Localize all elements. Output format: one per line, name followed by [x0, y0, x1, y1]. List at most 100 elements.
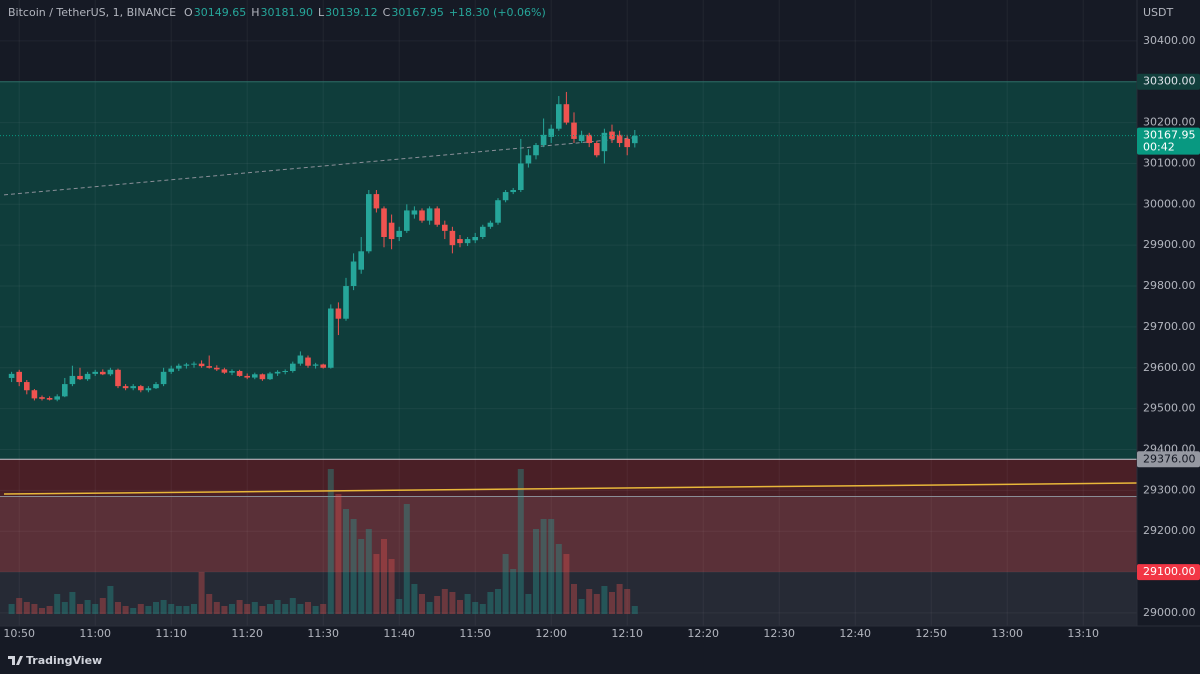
candle-body: [115, 369, 121, 387]
x-tick-label: 10:50: [3, 627, 35, 640]
candle-body: [214, 367, 220, 370]
volume-bar: [160, 600, 167, 614]
candle-body: [77, 375, 83, 380]
volume-bar: [206, 594, 213, 614]
x-tick-label: 11:50: [459, 627, 491, 640]
candle-body: [586, 134, 592, 144]
candle-body: [411, 210, 418, 215]
candle-body: [39, 397, 45, 399]
volume-bar: [601, 586, 608, 614]
change: +18.30 (+0.06%): [449, 6, 546, 19]
x-tick-label: 11:40: [383, 627, 415, 640]
candle-body: [183, 364, 190, 366]
y-tick-label: 29500.00: [1143, 402, 1196, 415]
volume-bar: [236, 600, 243, 614]
volume-bar: [39, 608, 45, 614]
volume-bar: [419, 594, 425, 614]
candle-body: [54, 396, 60, 400]
ohlc-value: 30139.12: [325, 6, 378, 19]
candle-body: [350, 261, 357, 287]
candle-body: [472, 236, 478, 241]
volume-bar: [510, 569, 517, 614]
volume-bar: [137, 604, 144, 614]
candle-body: [388, 222, 395, 240]
volume-bar: [312, 606, 319, 614]
candle-body: [84, 373, 91, 380]
trend-line: [3, 482, 1137, 495]
candle-body: [191, 363, 197, 365]
volume-bar: [16, 598, 23, 614]
volume-bar: [23, 602, 30, 614]
volume-bar: [251, 602, 258, 614]
volume-bar: [441, 589, 448, 614]
volume-bar: [69, 592, 76, 614]
candle-body: [107, 369, 114, 375]
price-tag: [1137, 564, 1200, 581]
candle-body: [62, 384, 68, 397]
price-tag: [1137, 73, 1200, 90]
volume-bar: [495, 589, 501, 614]
candle-body: [396, 230, 402, 237]
x-tick-label: 12:50: [915, 627, 947, 640]
volume-bar: [46, 606, 53, 614]
volume-bar: [631, 606, 638, 614]
price-tag: [1137, 127, 1200, 155]
candle-body: [480, 226, 486, 237]
volume-bar: [624, 589, 631, 614]
volume-bar: [145, 606, 152, 614]
candle-body: [540, 134, 547, 146]
candle-body: [563, 104, 570, 123]
price-tag-label: 29100.00: [1143, 565, 1196, 578]
volume-bar: [244, 604, 251, 614]
y-tick-label: 29700.00: [1143, 320, 1196, 333]
candle-body: [259, 374, 266, 380]
volume-bar: [259, 606, 266, 614]
volume-bar: [525, 594, 532, 614]
volume-bar: [472, 602, 479, 614]
volume-bar: [388, 559, 395, 614]
ohlc-letter: C: [383, 6, 391, 19]
volume-bar: [107, 586, 114, 614]
volume-bar: [411, 584, 418, 614]
zone: [0, 496, 1137, 573]
y-tick-label: 30400.00: [1143, 34, 1196, 47]
ohlc-value: 30167.95: [391, 6, 444, 19]
candle-body: [69, 375, 76, 385]
zone: [0, 459, 1137, 497]
y-tick-label: 30200.00: [1143, 116, 1196, 129]
volume-bar: [77, 604, 83, 614]
candle-body: [343, 286, 349, 319]
candle-body: [138, 386, 144, 391]
ohlc-value: 30149.65: [194, 6, 247, 19]
volume-bar: [487, 592, 494, 614]
volume-bar: [130, 608, 137, 614]
candle-body: [130, 386, 136, 389]
volume-bar: [115, 602, 121, 614]
volume-bar: [122, 606, 129, 614]
price-tag-label: 30300.00: [1143, 75, 1196, 88]
candle-body: [267, 373, 273, 380]
price-tag-label: 30167.95: [1143, 129, 1196, 142]
candle-body: [160, 371, 167, 385]
volume-bar: [555, 544, 562, 614]
price-tag: [1137, 451, 1200, 468]
currency: USDT: [1143, 6, 1174, 19]
candle-body: [510, 190, 516, 193]
y-tick-label: 29200.00: [1143, 524, 1196, 537]
candle-body: [274, 371, 281, 374]
candle-body: [487, 222, 494, 227]
symbol-title: Bitcoin / TetherUS, 1, BINANCE: [8, 6, 176, 19]
volume-bar: [267, 604, 273, 614]
candle-body: [594, 143, 600, 156]
ohlc-letter: H: [251, 6, 259, 19]
header: Bitcoin / TetherUS, 1, BINANCE O 30149.65…: [8, 6, 546, 19]
volume-bar: [289, 598, 296, 614]
candle-body: [290, 363, 296, 372]
volume-bar: [213, 602, 220, 614]
candle-body: [548, 128, 554, 137]
volume-bar: [305, 602, 311, 614]
volume-bar: [320, 604, 327, 614]
candle-body: [335, 308, 342, 319]
brand-logo: TradingView: [8, 654, 102, 667]
volume-bar: [593, 594, 600, 614]
